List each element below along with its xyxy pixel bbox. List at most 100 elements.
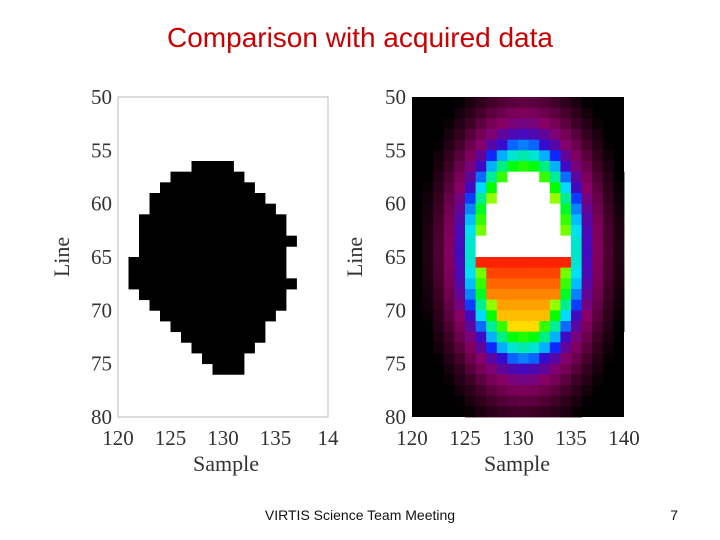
acquired-cell [549,321,561,333]
page-number: 7 [670,507,678,523]
mask-cell [170,214,182,226]
acquired-cell [528,97,540,109]
mask-cell [149,257,161,269]
mask-cell [265,203,276,215]
mask-cell [233,299,245,311]
acquired-cell [571,299,582,311]
acquired-cell [560,363,572,375]
acquired-cell [518,193,529,205]
acquired-cell [549,331,561,343]
acquired-cell [475,129,487,141]
acquired-cell [507,150,519,162]
acquired-cell [518,321,529,333]
mask-cell [223,342,234,354]
acquired-cell [465,139,476,151]
acquired-cell [592,171,604,183]
acquired-cell [581,246,593,258]
acquired-cell [443,193,455,205]
mask-cell [170,182,182,194]
acquired-cell [581,385,593,397]
mask-cell [160,289,171,301]
mask-cell [202,289,213,301]
acquired-cell [549,182,561,194]
acquired-cell [475,235,487,247]
mask-cell [191,331,203,343]
acquired-cell [496,385,508,397]
acquired-cell [518,406,529,418]
acquired-cell [465,107,476,119]
acquired-cell [581,150,593,162]
acquired-cell [465,97,476,109]
acquired-cell [602,321,614,333]
acquired-cell [486,331,498,343]
acquired-cell [539,385,551,397]
mask-cell [181,182,192,194]
mask-cell [244,331,255,343]
mask-cell [202,171,213,183]
mask-y-tick-label: 60 [91,192,112,216]
acquired-cell [613,267,625,279]
acquired-cell [475,289,487,301]
acquired-cell [422,257,434,269]
acquired-cell [496,214,508,226]
acquired-cell [602,161,614,173]
acquired-cell [518,203,529,215]
mask-cell [149,267,161,279]
acquired-cell [475,331,487,343]
acquired-cell [433,278,445,290]
acquired-cell [539,161,551,173]
mask-cell [191,182,203,194]
mask-cell [128,267,140,279]
acquired-cell [592,353,604,365]
mask-cell [233,363,245,375]
acquired-cell [539,118,551,130]
mask-cell [254,203,266,215]
acquired-cell [486,278,498,290]
acquired-cell [539,257,551,269]
mask-cell [181,225,192,237]
mask-cell [233,310,245,322]
acquired-cell [518,235,529,247]
acquired-cell [486,97,498,109]
mask-cell [212,363,224,375]
mask-cell [202,182,213,194]
acquired-cell [592,374,604,386]
acquired-cell [581,203,593,215]
acquired-cell [422,193,434,205]
acquired-cell [422,299,434,311]
acquired-cell [454,310,466,322]
mask-cell [275,214,287,226]
acquired-cell [560,118,572,130]
acquired-cell [507,171,519,183]
acquired-cell [465,129,476,141]
mask-cell [223,246,234,258]
acquired-cell [422,182,434,194]
acquired-cell [539,321,551,333]
acquired-cell [454,139,466,151]
acquired-cell [507,363,519,375]
acquired-cell [443,139,455,151]
acquired-cell [560,342,572,354]
acquired-cell [454,342,466,354]
acquired-cell [496,182,508,194]
acquired-cell [507,97,519,109]
mask-cell [160,225,171,237]
acquired-cell [486,374,498,386]
acquired-cell [422,203,434,215]
acquired-cell [539,129,551,141]
acquired-cell [549,299,561,311]
acquired-cell [613,289,625,301]
mask-cell [170,278,182,290]
acquired-cell [581,193,593,205]
mask-cell [275,235,287,247]
mask-cell [181,193,192,205]
acquired-cell [454,363,466,375]
acquired-cell [475,374,487,386]
page-title: Comparison with acquired data [167,22,553,53]
acquired-cell [571,342,582,354]
acquired-cell [518,385,529,397]
acquired-cell [549,310,561,322]
acquired-cell [592,235,604,247]
acquired-cell [496,267,508,279]
mask-cell [265,225,276,237]
